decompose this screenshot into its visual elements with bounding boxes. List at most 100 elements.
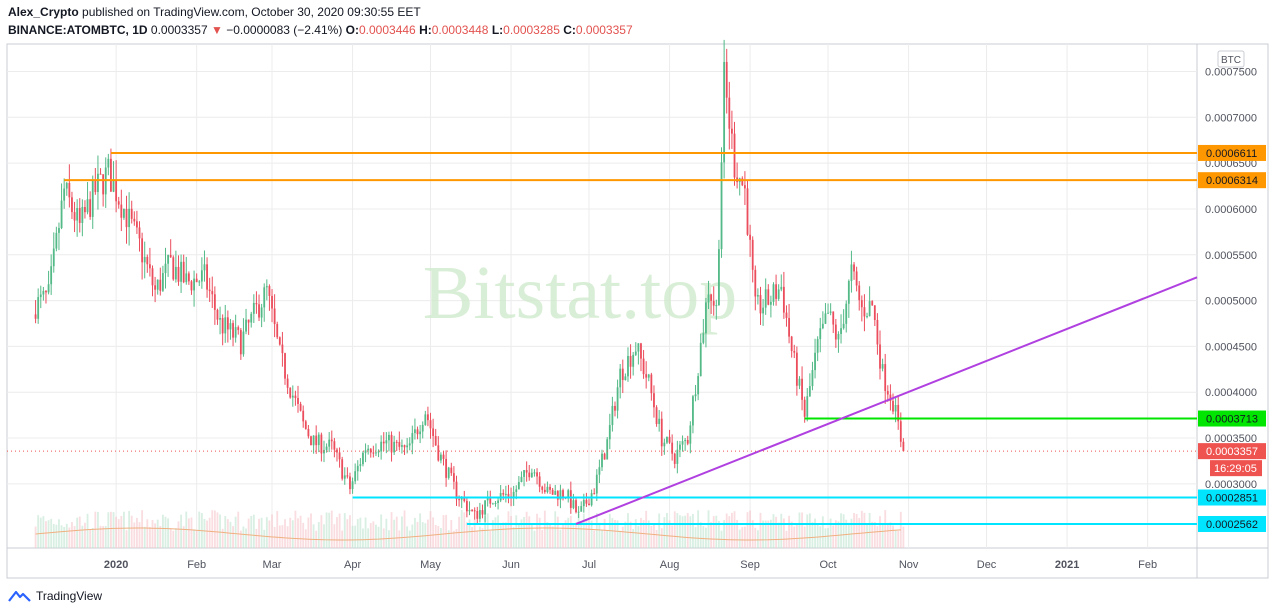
- candle-body: [655, 407, 658, 424]
- candle-body: [632, 354, 635, 367]
- candle-body: [452, 473, 455, 482]
- last-price: 0.0003357: [150, 23, 208, 37]
- candle-body: [458, 499, 461, 501]
- volume-bar: [663, 517, 666, 548]
- volume-bar: [151, 520, 154, 548]
- candle-body: [380, 441, 383, 452]
- price-axis[interactable]: 0.0007500 0.0007000 0.0006500 0.0006000 0.00…: [1205, 66, 1257, 490]
- candle-body: [507, 493, 510, 497]
- volume-bar: [172, 530, 175, 548]
- candle-body: [842, 323, 845, 329]
- candle-body: [401, 445, 403, 447]
- level-price-tag: [1198, 144, 1266, 161]
- volume-bar: [803, 526, 806, 548]
- time-axis[interactable]: 2020 Feb Mar Apr May Jun Jul Aug Sep Oct Nov Dec 202…: [104, 559, 1157, 571]
- volume-bar: [710, 522, 713, 548]
- volume-bar: [382, 528, 385, 548]
- volume-bar: [224, 516, 227, 548]
- candle-body: [769, 301, 772, 305]
- x-tick-label: 2021: [1055, 559, 1079, 571]
- volume-bar: [234, 516, 237, 548]
- currency-badge[interactable]: BTC: [1217, 50, 1245, 68]
- volume-bar: [866, 523, 868, 548]
- volume-bar: [595, 512, 598, 548]
- volume-bar: [528, 516, 531, 548]
- volume-bar: [497, 515, 499, 548]
- volume-bar: [767, 520, 770, 548]
- candle-body: [460, 497, 463, 500]
- volume-bar: [567, 517, 570, 548]
- author-name[interactable]: Alex_Crypto: [8, 5, 79, 19]
- candle-body: [614, 405, 616, 411]
- y-tick-label: 0.0006000: [1205, 204, 1257, 216]
- volume-bar: [432, 517, 435, 548]
- volume-bar: [634, 519, 637, 548]
- volume-bar: [271, 514, 273, 548]
- candle-body: [886, 391, 889, 395]
- candle-body: [375, 452, 377, 454]
- candle-body: [39, 294, 42, 298]
- volume-bar: [699, 522, 702, 548]
- volume-bar: [206, 520, 208, 548]
- candle-body: [845, 303, 848, 324]
- currency-badge-box: [1217, 50, 1245, 68]
- level-price-label: 0.0002851: [1206, 493, 1258, 505]
- volume-bar: [299, 515, 302, 548]
- candle-body: [388, 434, 390, 441]
- candle-body: [424, 414, 427, 425]
- volume-bar: [660, 528, 663, 548]
- candle-body: [102, 174, 105, 195]
- candle-body: [89, 199, 92, 217]
- volume-bar: [390, 512, 393, 548]
- brand-name[interactable]: TradingView: [36, 589, 103, 603]
- volume-bar: [229, 521, 232, 548]
- volume-bar: [788, 515, 790, 548]
- level-price-label: 0.0003713: [1206, 414, 1258, 426]
- x-tick-label: Dec: [977, 559, 997, 571]
- volume-bar: [388, 530, 390, 548]
- candle-body: [733, 133, 736, 178]
- volume-bar: [855, 513, 858, 548]
- volume-bar: [307, 517, 310, 548]
- candle-body: [226, 317, 229, 330]
- candle-body: [554, 491, 557, 495]
- volume-bar: [517, 524, 520, 548]
- candle-body: [780, 286, 783, 290]
- candle-body: [369, 448, 372, 453]
- volume-bar: [814, 518, 816, 548]
- volume-bar: [523, 516, 525, 548]
- candle-body: [154, 285, 157, 290]
- volume-bar: [897, 530, 900, 548]
- candle-body: [598, 467, 601, 475]
- symbol-info-line: BINANCE:ATOMBTC, 1D 0.0003357 ▼ −0.00000…: [8, 23, 633, 37]
- candle-body: [65, 182, 68, 189]
- volume-bar: [569, 515, 572, 548]
- volume-bar: [827, 528, 829, 548]
- candle-body: [182, 261, 185, 283]
- candle-body: [151, 268, 154, 286]
- candle-body: [159, 279, 162, 291]
- candle-body: [754, 269, 757, 297]
- volume-bar: [73, 526, 76, 548]
- candle-body: [442, 454, 445, 459]
- candle-body: [827, 312, 829, 314]
- candle-body: [881, 364, 884, 369]
- candle-body: [141, 238, 144, 263]
- candle-body: [686, 439, 689, 444]
- candle-body: [84, 206, 86, 213]
- volume-bar: [354, 525, 357, 548]
- candle-body: [219, 318, 221, 320]
- candle-body: [190, 281, 193, 291]
- candle-body: [673, 453, 676, 464]
- candle-body: [406, 445, 409, 448]
- volume-bar: [601, 530, 603, 548]
- candle-body: [110, 158, 112, 192]
- volume-bar: [247, 518, 250, 548]
- volume-bar: [276, 511, 279, 548]
- volume-bar: [588, 520, 590, 548]
- volume-bar: [853, 512, 855, 548]
- level-price-tag: [1198, 489, 1266, 506]
- candle-body: [97, 173, 99, 193]
- volume-bar: [627, 513, 629, 548]
